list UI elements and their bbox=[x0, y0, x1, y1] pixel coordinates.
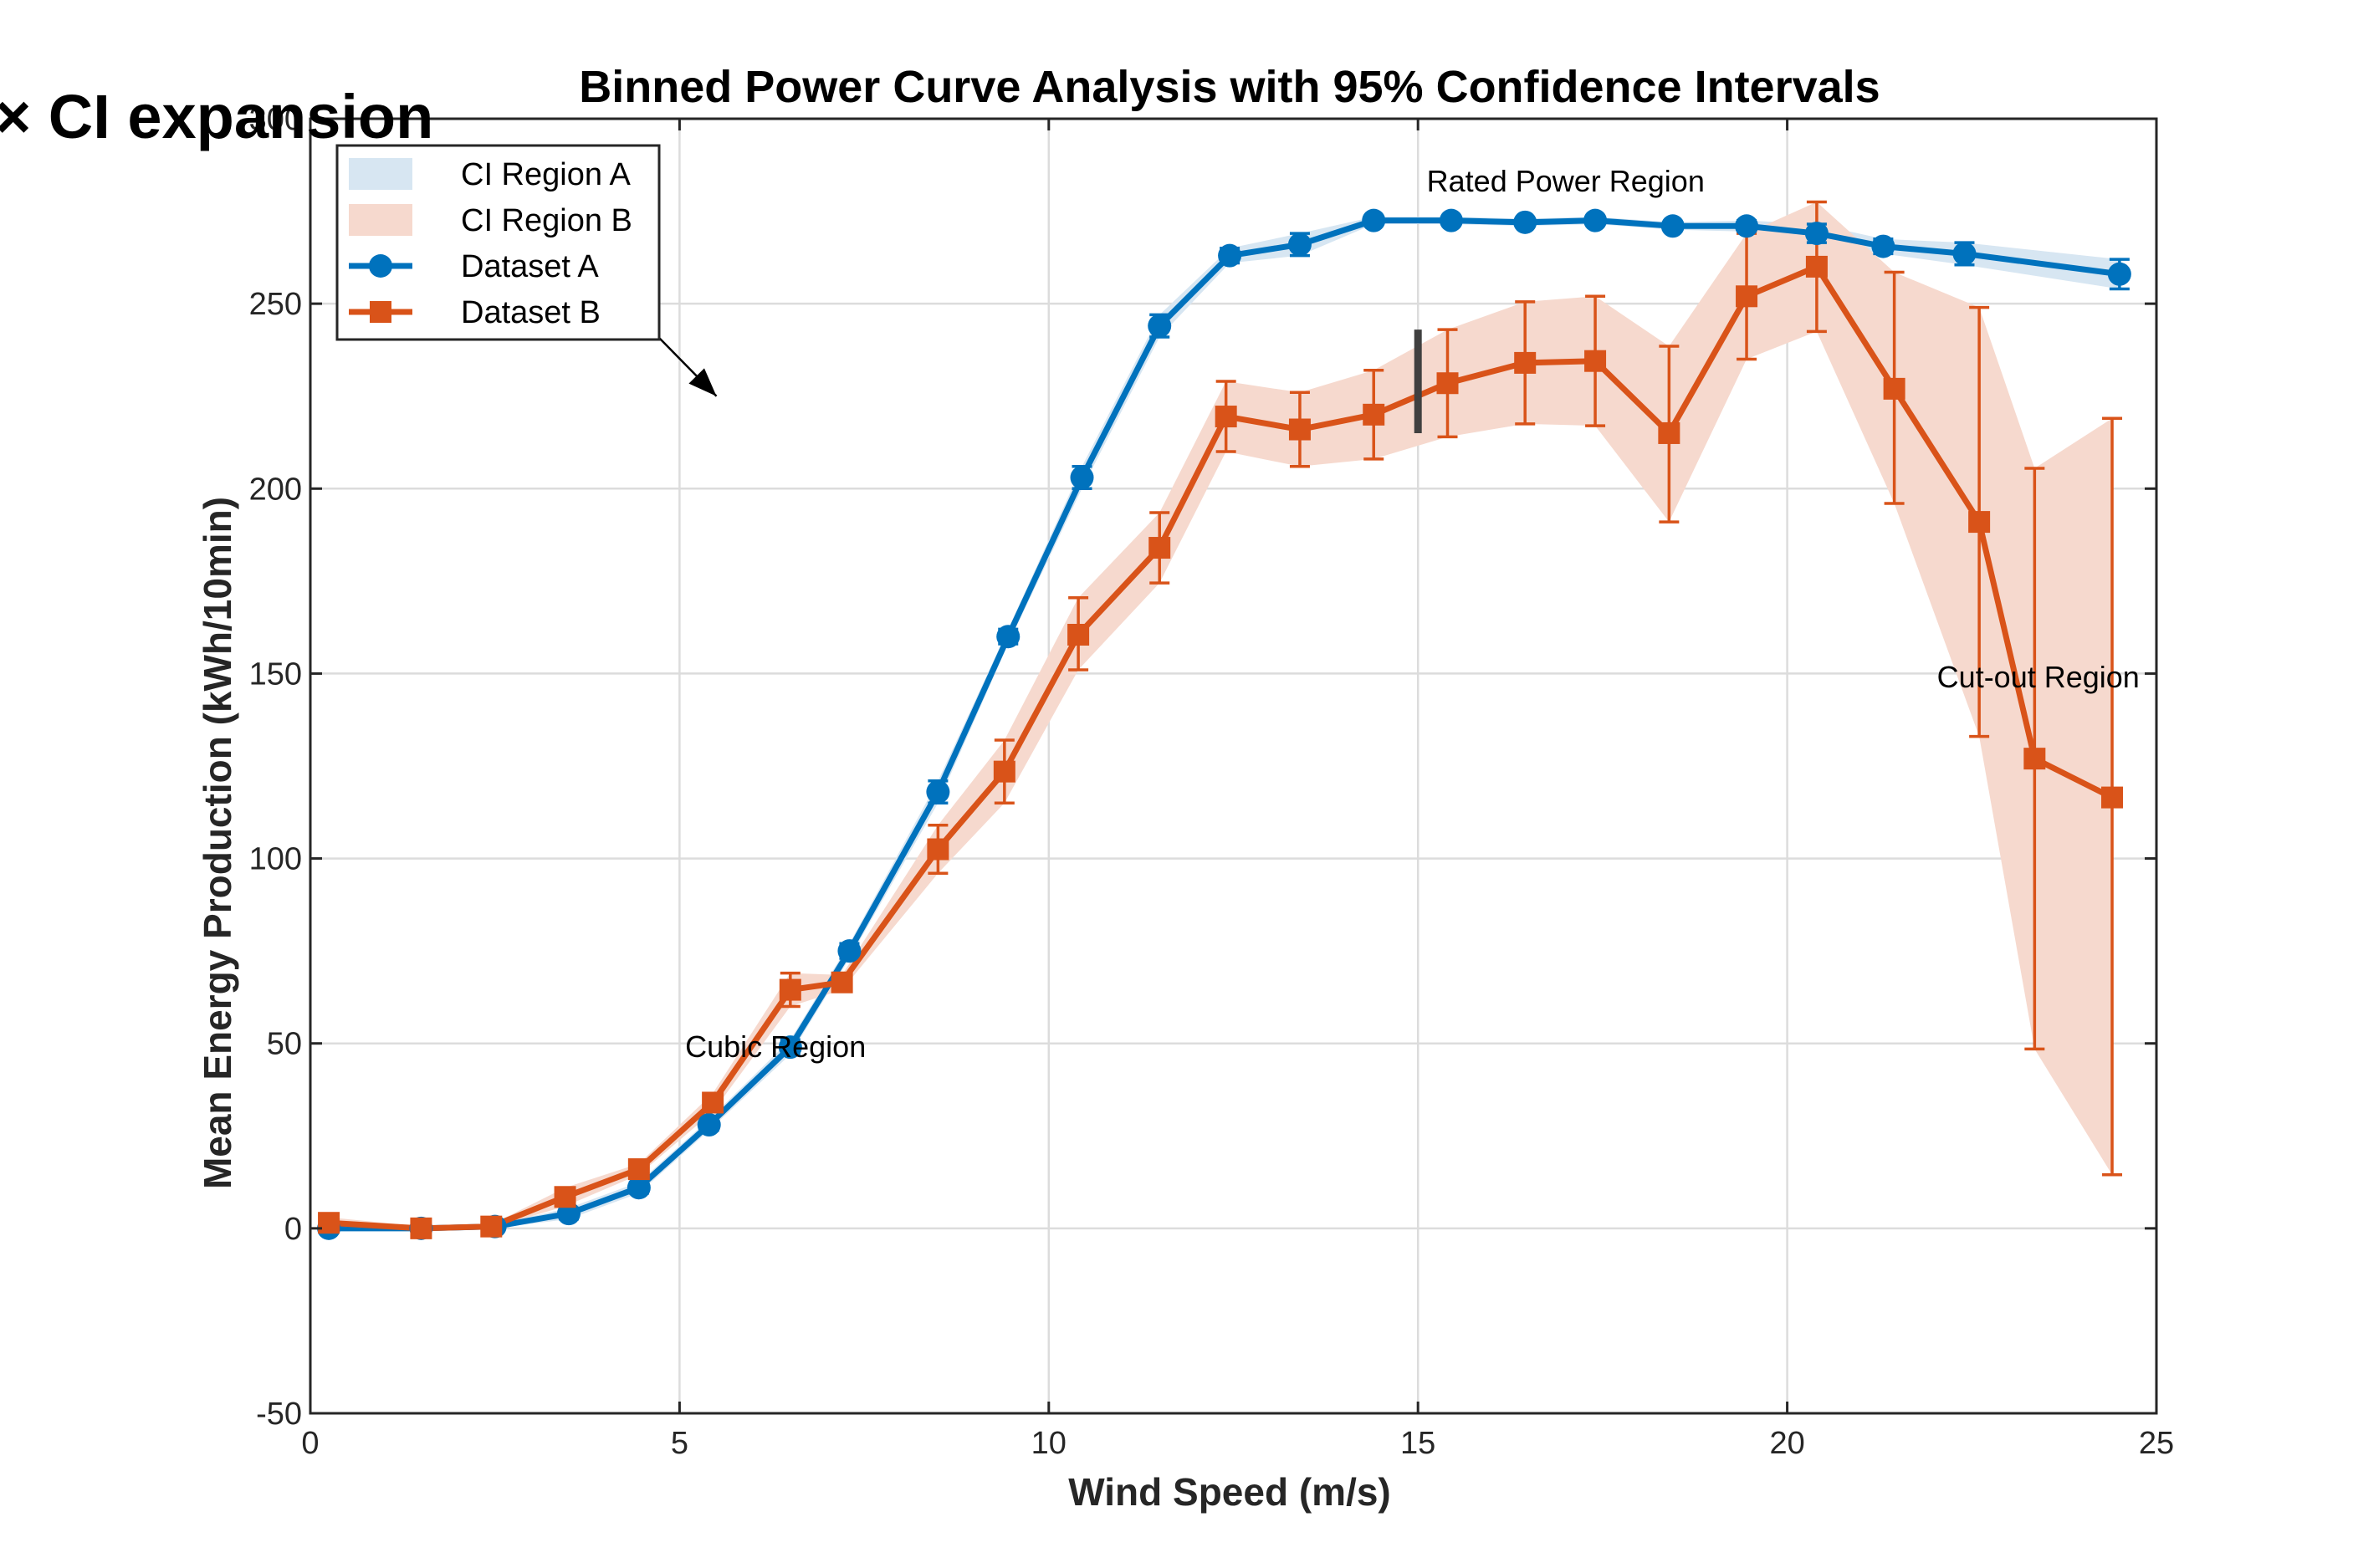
dataset-b-point bbox=[1883, 377, 1905, 400]
dataset-b-point bbox=[1215, 406, 1237, 428]
dataset-b-point bbox=[993, 760, 1015, 783]
overlay-ci-expansion-text: × CI expansion bbox=[0, 82, 433, 151]
dataset-a-point bbox=[1362, 208, 1386, 232]
dataset-b-point bbox=[2023, 748, 2046, 770]
dataset-a-point bbox=[1735, 214, 1759, 238]
legend-marker-dataset-b bbox=[370, 301, 391, 323]
x-tick-label: 20 bbox=[1769, 1426, 1804, 1461]
dataset-b-point bbox=[779, 978, 801, 1001]
dataset-b-point bbox=[554, 1186, 576, 1208]
x-axis-title: Wind Speed (m/s) bbox=[1068, 1470, 1391, 1514]
legend-label: Dataset A bbox=[461, 249, 599, 284]
dataset-b-point bbox=[2101, 786, 2124, 809]
ci-bands bbox=[329, 202, 2120, 1231]
y-tick-label: 100 bbox=[249, 842, 302, 877]
dataset-b-point bbox=[1658, 421, 1680, 444]
x-tick-label: 25 bbox=[2139, 1426, 2174, 1461]
y-tick-label: 0 bbox=[284, 1212, 302, 1247]
legend-label: Dataset B bbox=[461, 295, 601, 330]
y-tick-label: 200 bbox=[249, 472, 302, 507]
dataset-b-point bbox=[318, 1212, 340, 1234]
dataset-a-point bbox=[2107, 262, 2131, 286]
legend: CI Region A CI Region B Dataset A Dataset B bbox=[335, 144, 661, 341]
x-tick-label: 15 bbox=[1400, 1426, 1435, 1461]
dataset-a-point bbox=[778, 1035, 802, 1060]
dataset-b-point bbox=[1736, 285, 1758, 308]
dataset-b-point bbox=[1067, 623, 1090, 646]
dataset-b-point bbox=[480, 1215, 503, 1238]
dataset-b-point bbox=[1805, 255, 1828, 278]
annotation-label: Cut-out Region bbox=[1937, 660, 2140, 694]
dataset-b-point bbox=[1148, 537, 1171, 559]
x-tick-label: 10 bbox=[1031, 1426, 1067, 1461]
legend-label: CI Region B bbox=[461, 203, 632, 238]
dataset-a-point bbox=[837, 939, 862, 963]
dataset-b-point bbox=[627, 1158, 650, 1181]
y-tick-label: -50 bbox=[256, 1397, 302, 1432]
dataset-a-point bbox=[926, 779, 950, 804]
dataset-b-point bbox=[702, 1091, 724, 1114]
dataset-b-point bbox=[1514, 351, 1537, 374]
dataset-b-point bbox=[831, 971, 853, 993]
annotation-label: Cubic Region bbox=[685, 1029, 866, 1064]
dataset-a-point bbox=[1148, 314, 1172, 338]
y-tick-label: 250 bbox=[249, 287, 302, 322]
dataset-b-point bbox=[410, 1217, 432, 1239]
legend-label: CI Region A bbox=[461, 157, 631, 192]
dataset-a-point bbox=[1070, 466, 1094, 490]
legend-swatch-ci-a bbox=[349, 158, 412, 190]
dataset-a-point bbox=[1952, 242, 1977, 266]
dataset-b-point bbox=[927, 838, 949, 861]
ci-band-b bbox=[329, 202, 2113, 1231]
dataset-b-point bbox=[1288, 418, 1311, 441]
chart-title: Binned Power Curve Analysis with 95% Con… bbox=[579, 62, 1880, 112]
annotations: Rated Power Region Cubic Region Cut-out Re… bbox=[685, 164, 2140, 1064]
y-tick-label: 300 bbox=[249, 102, 302, 137]
arrow-head bbox=[688, 368, 717, 396]
y-tick-label: 50 bbox=[267, 1027, 302, 1062]
dataset-b-point bbox=[1968, 511, 1991, 534]
dataset-a-point bbox=[1287, 232, 1312, 257]
dataset-a-point bbox=[697, 1113, 721, 1137]
dataset-a-point bbox=[1218, 243, 1242, 268]
dataset-a-point bbox=[1660, 214, 1685, 238]
series-line-dataset-a bbox=[329, 217, 2120, 1232]
dataset-a-point bbox=[1871, 234, 1895, 258]
x-tick-label: 0 bbox=[301, 1426, 319, 1461]
dataset-a-point bbox=[1804, 222, 1829, 246]
dataset-a-point bbox=[1513, 210, 1537, 234]
series-markers bbox=[317, 208, 2131, 1240]
legend-marker-dataset-a bbox=[369, 254, 392, 278]
y-axis-title: Mean Energy Production (kWh/10min) bbox=[196, 497, 239, 1189]
annotation-label: Rated Power Region bbox=[1427, 164, 1705, 198]
dataset-b-point bbox=[1436, 372, 1459, 395]
dataset-a-point bbox=[1439, 208, 1463, 232]
dataset-a-point bbox=[627, 1176, 651, 1200]
dataset-a-point bbox=[996, 625, 1020, 649]
dataset-b-point bbox=[1363, 403, 1385, 426]
x-tick-label: 5 bbox=[671, 1426, 688, 1461]
axes-box bbox=[309, 117, 2158, 1415]
legend-swatch-ci-b bbox=[349, 204, 412, 236]
dataset-a-point bbox=[1583, 208, 1608, 232]
dataset-b-point bbox=[1584, 350, 1607, 372]
y-tick-label: 150 bbox=[249, 656, 302, 692]
